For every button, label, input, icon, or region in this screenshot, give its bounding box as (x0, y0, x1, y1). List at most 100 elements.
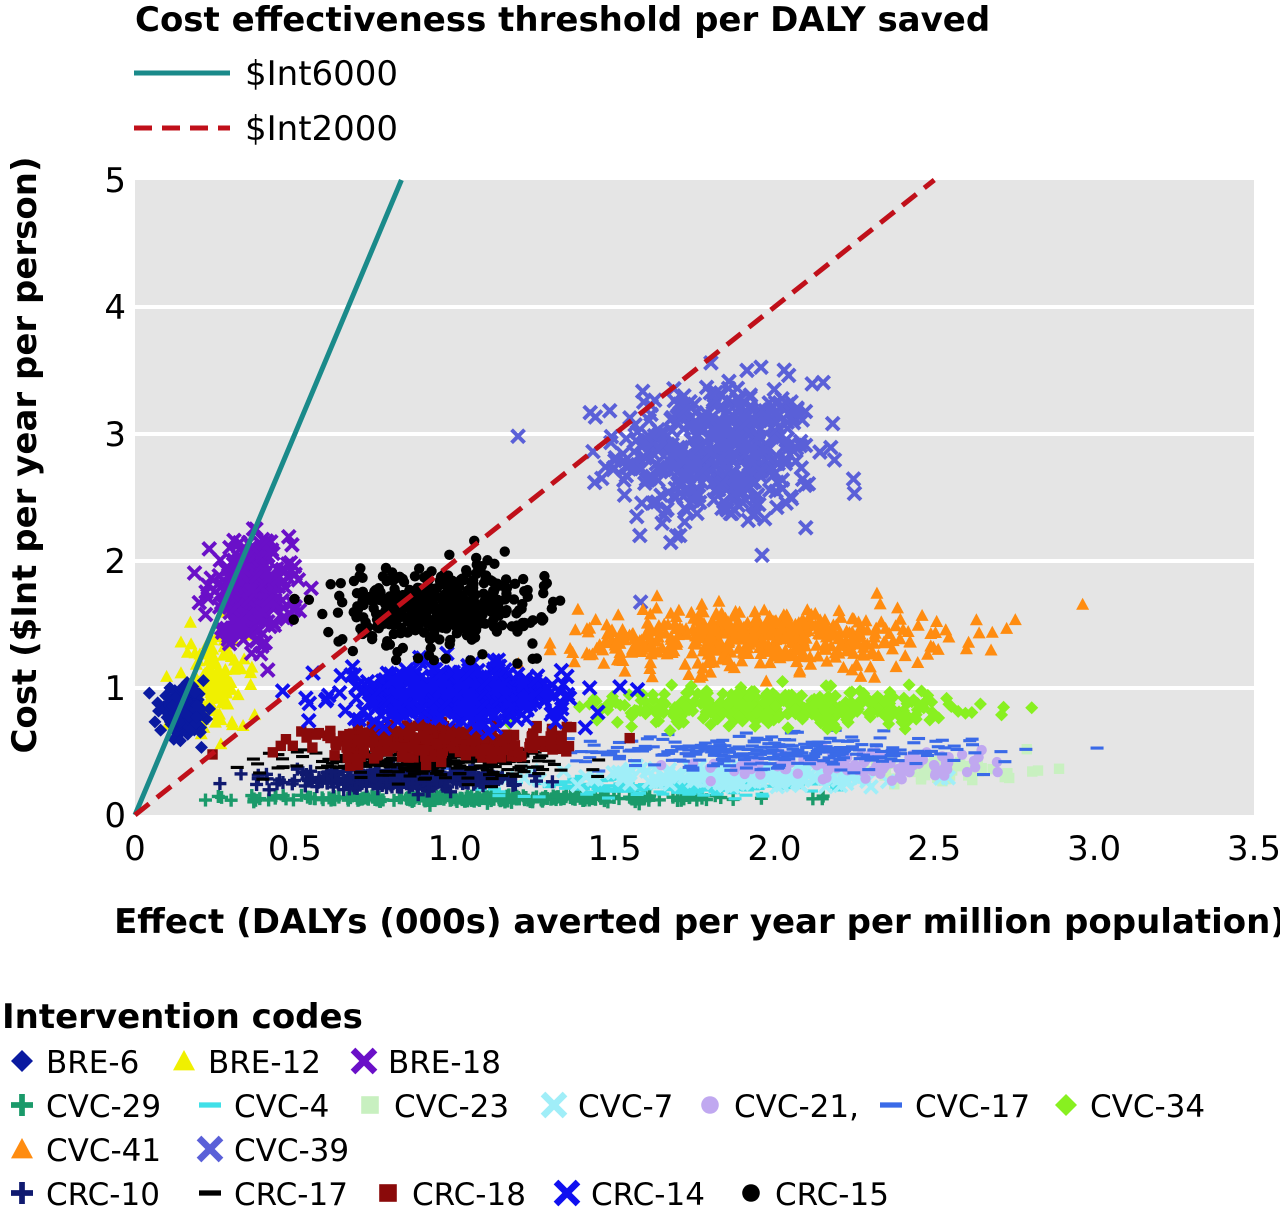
data-point (335, 577, 346, 589)
data-point (648, 763, 662, 767)
data-point (554, 768, 568, 772)
data-point (429, 619, 441, 631)
data-point (961, 766, 973, 778)
data-point (332, 607, 344, 618)
data-point (323, 626, 334, 638)
data-point (847, 771, 861, 775)
data-point (796, 754, 810, 758)
data-point (624, 732, 635, 744)
data-point (424, 633, 436, 645)
legend-marker (1055, 1094, 1077, 1116)
data-point (389, 573, 401, 585)
data-point (501, 768, 515, 772)
data-point (1090, 746, 1104, 750)
data-point (994, 750, 1008, 754)
data-point (753, 359, 769, 376)
data-point (303, 594, 315, 605)
data-point (754, 745, 768, 749)
data-point (461, 630, 473, 641)
y-tick-label: 3 (104, 415, 126, 455)
data-point (419, 730, 430, 742)
data-point (963, 739, 977, 743)
data-point (368, 596, 379, 608)
data-point (465, 655, 476, 666)
data-point (802, 762, 816, 766)
data-point (336, 597, 348, 608)
data-point (251, 762, 265, 766)
data-point (325, 725, 336, 737)
data-point (597, 785, 611, 789)
data-point (947, 758, 961, 762)
legend-label: CRC-17 (234, 1177, 348, 1213)
legend-marker (199, 1102, 221, 1108)
data-point (267, 747, 278, 758)
data-point (296, 754, 310, 759)
threshold-legend-label-6000: $Int6000 (245, 54, 398, 94)
series-CVC-39 (510, 355, 863, 611)
data-point (438, 776, 452, 780)
data-point (613, 754, 627, 758)
data-point (512, 658, 523, 669)
data-point (693, 758, 707, 762)
data-point (612, 740, 626, 745)
data-point (648, 455, 665, 472)
legend-label: CVC-39 (234, 1133, 349, 1169)
data-point (406, 769, 420, 773)
data-point (256, 777, 270, 781)
data-point (531, 653, 543, 664)
data-point (532, 772, 546, 776)
legend-marker (701, 1096, 719, 1114)
data-point (464, 767, 478, 771)
data-point (823, 736, 837, 740)
data-point (654, 515, 670, 531)
data-point (792, 768, 804, 779)
data-point (785, 744, 799, 748)
data-point (845, 735, 859, 739)
data-point (545, 731, 556, 742)
data-point (453, 771, 467, 776)
data-point (538, 587, 549, 599)
data-point (352, 734, 363, 746)
data-point (714, 746, 728, 750)
data-point (301, 732, 312, 743)
data-point (513, 746, 524, 758)
x-tick-label: 2.5 (907, 829, 961, 869)
data-point (354, 770, 368, 774)
data-point (665, 758, 679, 762)
legend-marker (553, 1179, 581, 1207)
data-point (676, 500, 693, 517)
data-point (846, 739, 860, 743)
data-point (631, 527, 648, 544)
data-point (488, 586, 500, 598)
data-point (325, 579, 336, 590)
legend-label: CRC-15 (775, 1177, 889, 1213)
data-point (739, 362, 755, 379)
data-point (834, 768, 848, 772)
x-tick-label: 1.5 (588, 829, 642, 869)
data-point (253, 771, 267, 775)
legend-label: CVC-41 (46, 1133, 161, 1169)
data-point (747, 740, 761, 744)
data-point (425, 643, 436, 654)
data-point (601, 402, 618, 419)
data-point (968, 751, 982, 755)
data-point (812, 444, 828, 460)
data-point (693, 422, 709, 439)
data-point (966, 743, 980, 747)
data-point (724, 768, 738, 772)
data-point (756, 794, 770, 798)
data-point (676, 514, 693, 530)
data-point (822, 439, 839, 456)
data-point (436, 756, 447, 768)
data-point (442, 578, 454, 589)
data-point (689, 790, 703, 794)
legend-marker (11, 1182, 33, 1204)
data-point (689, 752, 703, 756)
data-point (452, 726, 464, 738)
data-point (1019, 747, 1033, 751)
legend-label: CVC-7 (578, 1089, 673, 1125)
data-point (407, 741, 419, 753)
data-point (884, 757, 898, 761)
data-point (773, 763, 787, 767)
legend-marker (11, 1138, 33, 1159)
